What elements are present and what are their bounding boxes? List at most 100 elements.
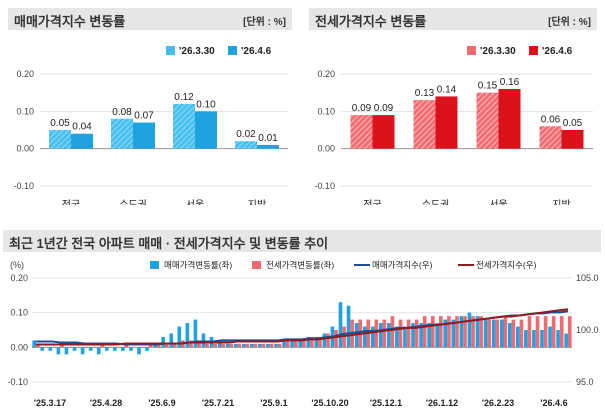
bar: [564, 333, 568, 348]
bar: [378, 323, 383, 348]
bar: [96, 347, 101, 355]
bar: [532, 330, 536, 348]
bar: [543, 316, 548, 348]
jeonse-panel-unit: [단위 : %]: [548, 17, 591, 28]
bar: [370, 326, 375, 348]
bar: [285, 340, 290, 348]
legend-swatch: [467, 46, 476, 55]
bar: [362, 326, 367, 348]
y-tick-label: 0.00: [16, 144, 34, 154]
category-label: 서울: [186, 199, 204, 205]
jeonse-panel-title: 전세가격지수 변동률: [315, 14, 427, 29]
bar: [334, 330, 338, 348]
bar: [479, 316, 483, 348]
legend-label: '26.3.30: [179, 46, 215, 57]
bar: [414, 319, 419, 348]
y-tick-label: 0.00: [10, 342, 28, 352]
sale-panel-unit: [단위 : %]: [243, 17, 286, 28]
legend-label: '26.3.30: [480, 46, 516, 57]
bar: [100, 343, 105, 348]
bar: [185, 323, 190, 348]
y-tick-label: 0.00: [317, 144, 335, 154]
bar: [148, 343, 153, 348]
bar: [195, 111, 217, 149]
bar: [451, 319, 456, 348]
category-label: 전국: [363, 199, 381, 205]
y-tick-label: 0.20: [10, 273, 28, 283]
bar: [274, 343, 278, 348]
bar: [475, 316, 480, 348]
bar: [467, 312, 472, 348]
bar: [298, 340, 302, 348]
bar: [201, 333, 206, 348]
legend-label: '26.4.6: [241, 46, 272, 57]
bar: [346, 305, 351, 348]
x-tick-label: '26.2.23: [482, 398, 514, 408]
bar: [507, 323, 512, 348]
bar: [483, 319, 488, 348]
y-tick-label: -0.10: [314, 181, 335, 191]
bar: [169, 333, 174, 348]
data-label: 0.05: [50, 118, 70, 129]
bar: [64, 347, 69, 355]
jeonse-bar-chart: -0.10 0.00 0.10 0.20 0.090.09 전국 0.130.14 수도권 0.…: [314, 46, 593, 205]
trend-panel-header: 최근 1년간 전국 아파트 매매 · 전세가격지수 및 변동률 추이: [3, 230, 601, 252]
bar: [403, 326, 407, 348]
bar: [68, 347, 72, 348]
bar: [548, 326, 552, 348]
bar: [40, 347, 45, 351]
bar: [463, 316, 467, 348]
data-label: 0.13: [415, 88, 435, 99]
bar: [398, 319, 403, 348]
bar: [52, 347, 56, 348]
bar: [132, 347, 137, 348]
bar: [455, 316, 459, 348]
bar: [519, 319, 524, 348]
bar: [430, 316, 435, 348]
bar: [390, 316, 395, 348]
legend-label: 전세가격변동률(좌): [266, 260, 334, 270]
series-line: [36, 308, 569, 346]
bar: [80, 347, 85, 355]
x-tick-label: '25.12.1: [370, 398, 402, 408]
bar: [413, 100, 436, 149]
bar: [326, 333, 330, 348]
y-tick-label: 0.10: [317, 106, 335, 116]
data-label: 0.09: [374, 103, 394, 114]
data-label: 0.01: [258, 133, 278, 144]
data-label: 0.14: [437, 84, 457, 95]
bar: [173, 343, 177, 348]
x-tick-label: '25.4.28: [90, 398, 122, 408]
bar: [221, 343, 226, 348]
legend-swatch: [166, 46, 175, 55]
bar: [524, 330, 528, 348]
y-tick-label: 0.10: [10, 308, 28, 318]
bar: [515, 326, 520, 348]
bar: [447, 316, 451, 348]
bar: [374, 319, 379, 348]
data-label: 0.12: [174, 92, 194, 103]
bar: [177, 326, 182, 348]
bar: [338, 302, 343, 348]
bar: [435, 323, 440, 348]
bar: [261, 343, 266, 348]
bar: [302, 340, 306, 348]
bar: [539, 126, 562, 149]
bar: [153, 343, 157, 348]
bar: [427, 323, 431, 348]
legend-label: 매매가격지수(우): [372, 260, 433, 270]
trend-combo-chart: (%) -0.10 0.00 0.10 0.20 95.0 100.0 105.0 '25.3.…: [7, 260, 598, 408]
bar: [443, 319, 448, 348]
bar: [556, 330, 560, 348]
y-tick-label: 0.20: [16, 69, 34, 79]
bar: [491, 319, 496, 348]
bar: [44, 347, 48, 348]
bar: [372, 115, 395, 149]
bar: [237, 343, 242, 348]
bar: [395, 326, 399, 348]
sale-panel-title: 매매가격지수 변동률: [14, 14, 126, 29]
bar: [121, 347, 125, 351]
data-label: 0.08: [112, 107, 132, 118]
bar: [104, 347, 109, 351]
y-tick-label: 0.10: [16, 106, 34, 116]
